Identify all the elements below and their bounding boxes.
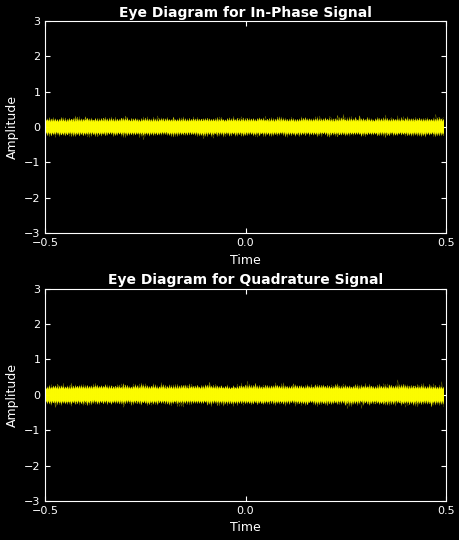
Title: Eye Diagram for In-Phase Signal: Eye Diagram for In-Phase Signal bbox=[119, 5, 371, 19]
Y-axis label: Amplitude: Amplitude bbox=[6, 363, 18, 427]
X-axis label: Time: Time bbox=[230, 522, 260, 535]
Y-axis label: Amplitude: Amplitude bbox=[6, 95, 18, 159]
X-axis label: Time: Time bbox=[230, 253, 260, 267]
Title: Eye Diagram for Quadrature Signal: Eye Diagram for Quadrature Signal bbox=[108, 273, 382, 287]
